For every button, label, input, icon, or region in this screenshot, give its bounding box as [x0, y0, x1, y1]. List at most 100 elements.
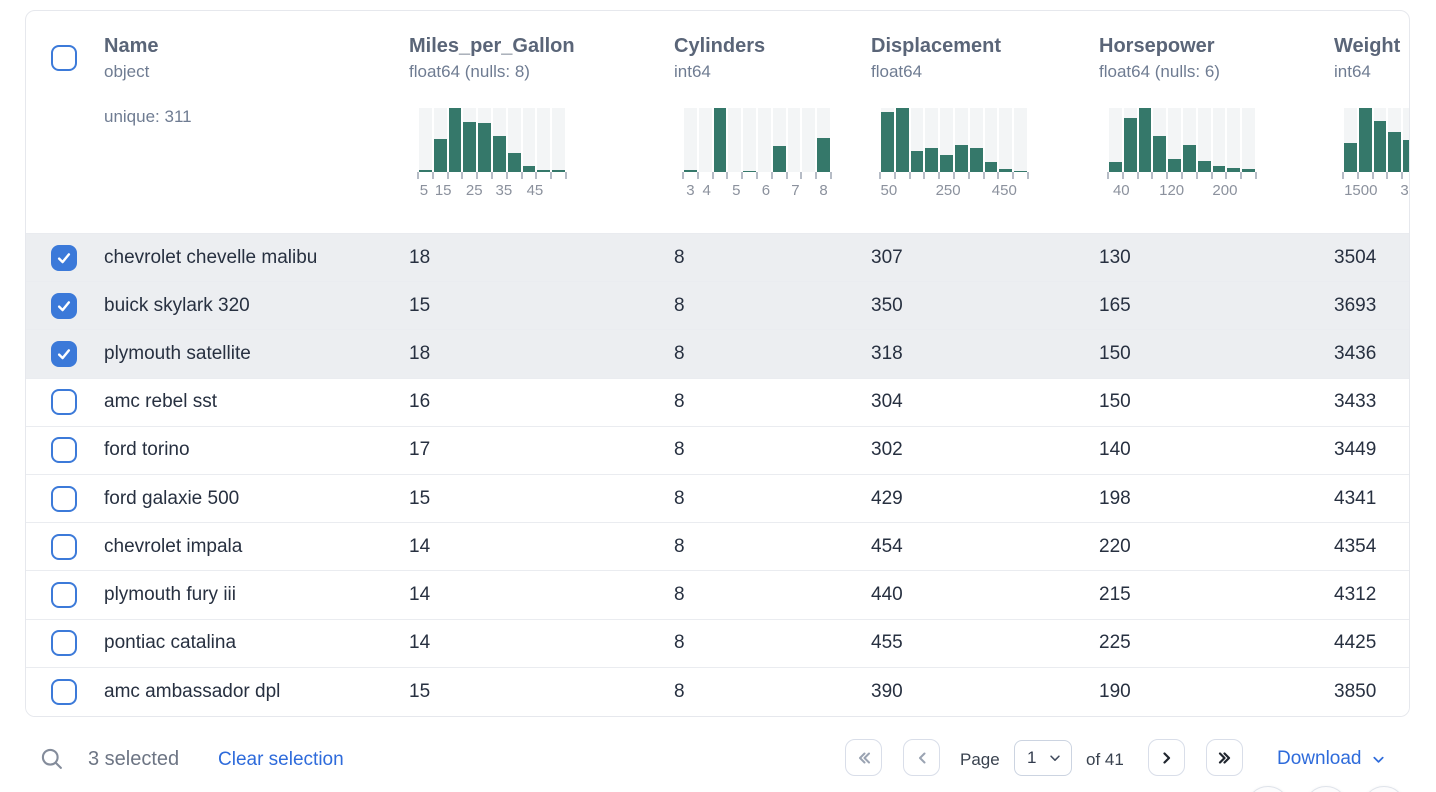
column-header-name[interactable]: Name object unique: 311 [104, 11, 409, 233]
hidden-action-button-2[interactable] [1304, 786, 1348, 792]
cell-weight: 3436 [1334, 342, 1377, 364]
histogram-tick-labels: 40 120 200 [1108, 182, 1256, 200]
column-title: Miles_per_Gallon [409, 35, 575, 57]
cell-miles_per_gallon: 14 [409, 583, 431, 605]
column-header-cylinders[interactable]: Cylinders int64 3 4 5 6 7 8 [674, 11, 871, 233]
histogram-bar [684, 170, 697, 172]
table-row[interactable]: plymouth satellite 18 8 318 150 3436 [26, 330, 1409, 379]
axis-tick [491, 172, 493, 179]
row-checkbox[interactable] [51, 340, 77, 367]
row-checkbox[interactable] [51, 533, 77, 560]
row-checkbox[interactable] [51, 630, 77, 657]
cell-horsepower: 190 [1099, 680, 1131, 702]
histogram-bar [1197, 161, 1211, 172]
column-type: object [104, 62, 150, 81]
histogram-bin [817, 108, 830, 172]
select-all-checkbox[interactable] [51, 45, 77, 71]
table-row[interactable]: ford torino 17 8 302 140 3449 [26, 426, 1409, 475]
axis-tick [726, 172, 729, 179]
cell-miles_per_gallon: 17 [409, 439, 431, 461]
histogram-bar [478, 122, 491, 172]
column-title: Weight [1334, 35, 1401, 57]
axis-tick [1225, 172, 1228, 179]
axis-tick [830, 172, 832, 179]
first-page-button[interactable] [845, 739, 882, 776]
table-row[interactable]: buick skylark 320 15 8 350 165 3693 [26, 282, 1409, 331]
row-checkbox[interactable] [51, 292, 77, 319]
row-checkbox[interactable] [51, 581, 77, 608]
header-checkbox-cell [26, 11, 104, 233]
axis-tick [908, 172, 911, 179]
table-row[interactable]: chevrolet impala 14 8 454 220 4354 [26, 523, 1409, 572]
histogram-bar [772, 146, 786, 172]
row-checkbox[interactable] [51, 389, 77, 416]
column-header-displacement[interactable]: Displacement float64 50 250 450 [871, 11, 1099, 233]
histogram-bin [1182, 108, 1196, 172]
table-row[interactable]: pontiac catalina 14 8 455 225 4425 [26, 619, 1409, 668]
axis-tick-label: 35 [495, 182, 513, 199]
row-checkbox[interactable] [51, 437, 77, 464]
cell-miles_per_gallon: 15 [409, 487, 431, 509]
cell-displacement: 318 [871, 342, 903, 364]
column-title: Cylinders [674, 35, 766, 57]
histogram-bin [478, 108, 491, 172]
previous-page-button[interactable] [903, 739, 940, 776]
cell-name: ford galaxie 500 [104, 487, 240, 509]
footer-toolbar: 3 selected Clear selection Page 1 of 41 … [0, 716, 1436, 792]
cell-weight: 3449 [1334, 439, 1377, 461]
table-row[interactable]: chevrolet chevelle malibu 18 8 307 130 3504 [26, 234, 1409, 283]
cell-miles_per_gallon: 14 [409, 535, 431, 557]
axis-tick-label: 200 [1212, 182, 1238, 199]
table-row[interactable]: amc rebel sst 16 8 304 150 3433 [26, 378, 1409, 427]
axis-tick-label: 120 [1159, 182, 1185, 199]
cell-weight: 3850 [1334, 680, 1377, 702]
axis-tick [1401, 172, 1404, 179]
cell-name: buick skylark 320 [104, 294, 250, 316]
next-page-button[interactable] [1148, 739, 1185, 776]
hidden-action-button-1[interactable] [1246, 786, 1290, 792]
histogram-bar [1123, 117, 1137, 172]
histogram-bin [954, 108, 968, 172]
cell-displacement: 454 [871, 535, 903, 557]
histogram-bin [433, 108, 447, 172]
cell-weight: 3433 [1334, 391, 1377, 413]
cell-miles_per_gallon: 18 [409, 342, 431, 364]
axis-tick-label: 40 [1112, 182, 1130, 199]
last-page-button[interactable] [1206, 739, 1243, 776]
column-header-horsepower[interactable]: Horsepower float64 (nulls: 6) 40 120 200 [1099, 11, 1334, 233]
row-checkbox-cell [26, 292, 104, 319]
cell-name: plymouth fury iii [104, 583, 236, 605]
selected-count: 3 selected [88, 748, 180, 770]
chevron-down-icon [1050, 755, 1060, 761]
page-select[interactable]: 1 [1014, 740, 1072, 776]
column-header-miles_per_gallon[interactable]: Miles_per_Gallon float64 (nulls: 8) 5 15 25 3… [409, 11, 674, 233]
download-label: Download [1277, 748, 1362, 769]
row-checkbox[interactable] [51, 244, 77, 271]
double-chevron-right-icon [1218, 751, 1230, 764]
page-label: Page [960, 750, 1000, 769]
histogram-plot [880, 108, 1028, 172]
cell-name: chevrolet impala [104, 535, 243, 557]
axis-tick-label: 3 [686, 182, 695, 199]
table-row[interactable]: plymouth fury iii 14 8 440 215 4312 [26, 571, 1409, 620]
table-row[interactable]: amc ambassador dpl 15 8 390 190 3850 [26, 667, 1409, 716]
search-icon[interactable] [38, 745, 66, 773]
cell-name: plymouth satellite [104, 342, 251, 364]
hidden-action-button-3[interactable] [1362, 786, 1406, 792]
row-checkbox[interactable] [51, 485, 77, 512]
table-body: chevrolet chevelle malibu 18 8 307 130 3504 bu… [26, 234, 1409, 716]
histogram-bar [1109, 162, 1122, 172]
download-button[interactable]: Download [1277, 748, 1386, 770]
row-checkbox[interactable] [51, 678, 77, 705]
axis-tick-label: 7 [791, 182, 800, 199]
axis-tick [1027, 172, 1029, 179]
axis-tick-label: 3500 [1400, 182, 1409, 199]
histogram-bar [1227, 168, 1241, 172]
column-header-weight[interactable]: Weight int64 1500 3500 [1334, 11, 1409, 233]
clear-selection-link[interactable]: Clear selection [218, 749, 344, 770]
table-row[interactable]: ford galaxie 500 15 8 429 198 4341 [26, 474, 1409, 524]
histogram-plot [683, 108, 831, 172]
column-type: int64 [674, 62, 711, 81]
histogram-bar [1168, 158, 1181, 172]
axis-tick [770, 172, 773, 179]
